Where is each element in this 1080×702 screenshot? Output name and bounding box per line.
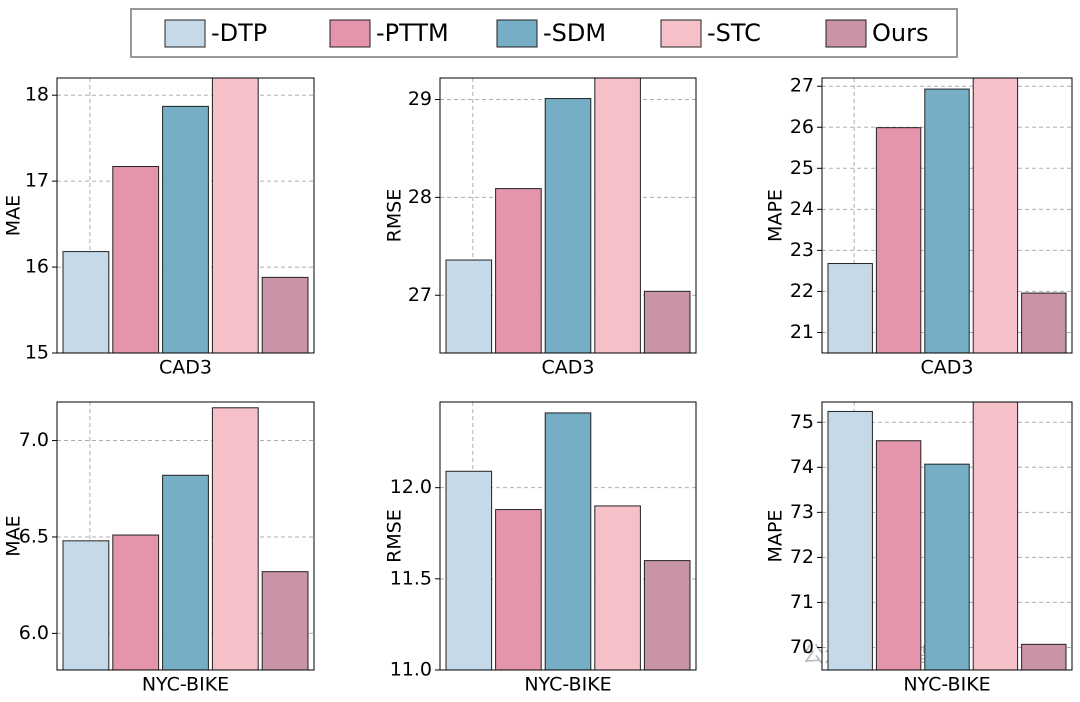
bar (1021, 643, 1067, 670)
bar (827, 263, 873, 353)
legend-label: -DTP (211, 19, 267, 47)
y-tick-label: 75 (790, 411, 814, 433)
legend-label: -STC (707, 19, 761, 47)
bar (445, 470, 493, 670)
y-tick-label: 71 (790, 591, 814, 613)
y-tick-label: 6.0 (19, 622, 49, 644)
bars (827, 402, 1067, 670)
y-axis-label: MAE (3, 515, 25, 556)
y-axis-label: MAPE (765, 189, 787, 242)
y-tick-label: 7.0 (19, 429, 49, 451)
axes-frame (821, 401, 1073, 671)
legend-swatch (496, 19, 538, 48)
bar (112, 166, 160, 353)
y-tick-label: 17 (25, 170, 49, 192)
bar (62, 540, 110, 670)
bar (495, 188, 542, 353)
y-tick-label: 12.0 (390, 476, 432, 498)
y-tick-label: 11.5 (390, 567, 432, 589)
bar (827, 410, 873, 670)
bar (594, 505, 641, 670)
bar (924, 463, 970, 670)
x-axis-label: NYC-BIKE (142, 674, 229, 696)
legend-box (130, 8, 958, 58)
bars (445, 78, 691, 353)
legend-swatch (164, 19, 206, 48)
bars (827, 78, 1067, 353)
y-tick-label: 21 (790, 321, 814, 343)
legend-swatch (825, 19, 867, 48)
y-axis-label: MAE (3, 195, 25, 236)
y-tick-label: 27 (790, 75, 814, 97)
axes-frame (821, 77, 1073, 354)
axes-frame (439, 77, 697, 354)
y-tick-label: 22 (790, 280, 814, 302)
bar (875, 440, 922, 670)
y-tick-label: 23 (790, 239, 814, 261)
bar (972, 402, 1019, 670)
y-tick-label: 15 (25, 342, 49, 364)
y-tick-label: 11.0 (390, 659, 432, 681)
y-tick-label: 27 (408, 284, 432, 306)
y-axis-label: RMSE (384, 189, 406, 243)
y-axis-label: MAPE (765, 510, 787, 563)
bar (445, 259, 493, 353)
bar (261, 571, 309, 670)
bar (594, 78, 641, 353)
x-axis-label: CAD3 (542, 357, 595, 379)
bar (972, 78, 1019, 353)
y-tick-label: 74 (790, 456, 814, 478)
x-axis-label: CAD3 (159, 357, 212, 379)
y-tick-label: 24 (790, 198, 814, 220)
y-tick-label: 29 (408, 88, 432, 110)
bar (162, 474, 209, 670)
bars (62, 78, 309, 353)
y-tick-label: 25 (790, 157, 814, 179)
bar (112, 534, 160, 670)
y-tick-label: 6.5 (19, 525, 49, 547)
bars (62, 407, 309, 670)
x-axis-label: NYC-BIKE (524, 674, 611, 696)
bar (875, 127, 922, 353)
bar (544, 412, 592, 670)
y-tick-label: 70 (790, 636, 814, 658)
bar (924, 88, 970, 353)
legend-label: -SDM (543, 19, 606, 47)
legend-label: -PTTM (376, 19, 449, 47)
y-tick-label: 26 (790, 116, 814, 138)
bar (211, 78, 259, 353)
bar (261, 276, 309, 353)
x-axis-label: NYC-BIKE (903, 674, 990, 696)
bar (211, 407, 259, 670)
y-tick-label: 28 (408, 186, 432, 208)
axes-frame (56, 401, 315, 671)
legend-label: Ours (872, 19, 928, 47)
bar (544, 98, 592, 353)
y-tick-label: 18 (25, 84, 49, 106)
y-axis-label: RMSE (384, 509, 406, 563)
bar (495, 509, 542, 670)
y-tick-label: 73 (790, 501, 814, 523)
bar (1021, 292, 1067, 353)
y-tick-label: 72 (790, 546, 814, 568)
bar (62, 251, 110, 353)
x-axis-label: CAD3 (921, 357, 974, 379)
axes-frame (439, 401, 697, 671)
bar (162, 105, 209, 353)
legend-swatch (660, 19, 702, 48)
bar (643, 560, 691, 670)
bars (445, 412, 691, 670)
y-tick-label: 16 (25, 256, 49, 278)
bar (643, 290, 691, 353)
axes-frame (56, 77, 315, 354)
legend-swatch (329, 19, 371, 48)
